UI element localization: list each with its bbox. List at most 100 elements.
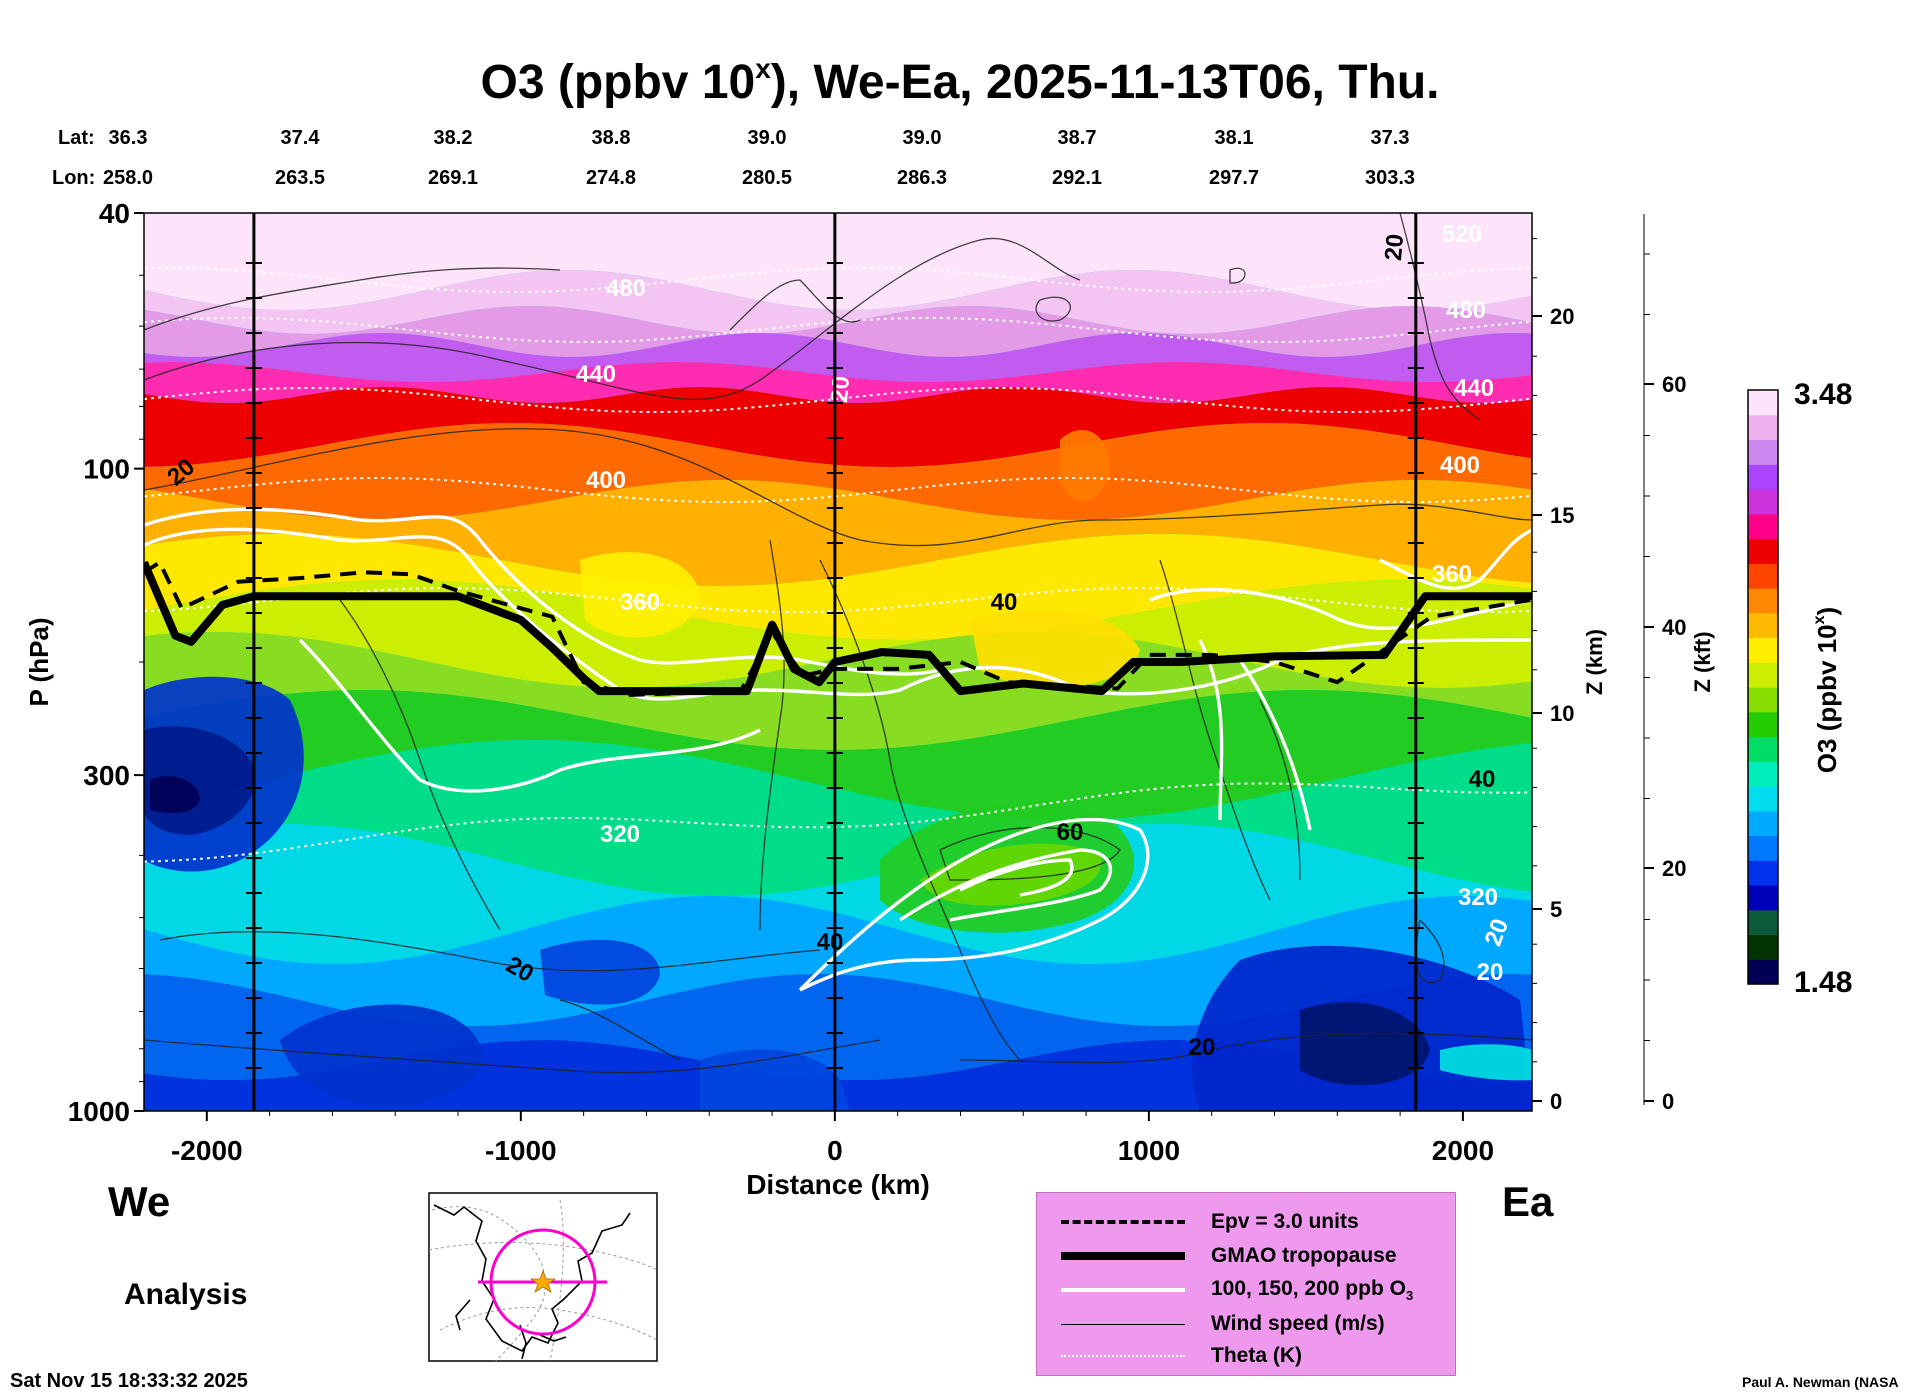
ozone-ppb-contours <box>144 507 1532 992</box>
colorbar-frame <box>1747 389 1779 985</box>
y-tick-label: 1000 <box>68 1096 130 1127</box>
ozone-band <box>144 534 1532 640</box>
low-ozone-sw <box>280 1004 482 1106</box>
colorbar-swatch <box>1748 414 1778 441</box>
y-tick-label: 100 <box>83 454 130 485</box>
x-tick-label: 2000 <box>1432 1135 1494 1166</box>
cyan-patch-east <box>1440 1044 1532 1081</box>
legend-item-ozone-ppb: 100, 150, 200 ppb O3 <box>1061 1275 1413 1305</box>
wind-label: 40 <box>1469 766 1496 793</box>
low-ozone-bottom <box>700 1049 850 1111</box>
lat-value: 38.7 <box>1058 127 1097 149</box>
z-km-tick-label: 20 <box>1550 304 1574 329</box>
ozone-band <box>144 1040 1532 1111</box>
wind-label: 20 <box>1380 233 1409 262</box>
theta-label: 480 <box>606 275 646 302</box>
ozone-band <box>144 423 1532 520</box>
wind-contour <box>559 999 681 1061</box>
x-axis-label: Distance (km) <box>746 1169 930 1200</box>
ozone-ppb-contour <box>144 507 941 676</box>
theta-label: 400 <box>586 467 626 494</box>
wind-contour <box>144 267 561 331</box>
y-axis: 40 100 300 1000 <box>68 198 144 1127</box>
tropopause-line <box>144 560 1532 696</box>
legend-item-theta: Theta (K) <box>1061 1341 1302 1371</box>
lon-value: 297.7 <box>1209 167 1259 189</box>
credit: Paul A. Newman (NASA <box>1742 1374 1899 1390</box>
lon-value: 258.0 <box>103 167 153 189</box>
theta-contour-440 <box>144 386 1531 414</box>
lon-value: 263.5 <box>275 167 325 189</box>
thin-line-icon <box>1061 1323 1185 1325</box>
legend-label: 100, 150, 200 ppb O3 <box>1211 1276 1414 1304</box>
colorbar-swatch <box>1748 588 1778 614</box>
wind-contour <box>144 237 1081 400</box>
theta-contour-320 <box>144 782 1531 863</box>
chart-title: O3 (ppbv 10x), We-Ea, 2025-11-13T06, Thu… <box>480 53 1439 109</box>
z-kft-tick-label: 60 <box>1662 372 1686 397</box>
z-km-tick-label: 10 <box>1550 701 1574 726</box>
wind-label: 20 <box>1477 959 1504 986</box>
z-kft-tick-label: 0 <box>1662 1089 1674 1114</box>
colorbar <box>1747 389 1779 985</box>
x-tick-label: -2000 <box>171 1135 243 1166</box>
colorbar-swatch <box>1748 513 1778 540</box>
colorbar-swatch <box>1748 637 1778 663</box>
ozone-ppb-contour <box>298 638 761 793</box>
colorbar-swatch <box>1748 959 1778 985</box>
wind-contour <box>144 1039 881 1074</box>
colorbar-swatch <box>1748 934 1778 960</box>
theta-contour-400 <box>144 476 1531 504</box>
z-km-axis-label: Z (km) <box>1582 629 1607 695</box>
legend-label: Epv = 3.0 units <box>1211 1210 1359 1233</box>
y-tick-label: 300 <box>83 760 130 791</box>
lon-value: 269.1 <box>428 167 478 189</box>
theta-label: 440 <box>1454 375 1494 402</box>
wind-label: 40 <box>817 929 844 956</box>
lon-row-label: Lon: <box>52 167 95 189</box>
y-axis-label: P (hPa) <box>24 617 54 706</box>
wind-contour <box>1035 296 1072 322</box>
theta-contour-360 <box>144 586 1531 614</box>
x-tick-label: 0 <box>827 1135 843 1166</box>
ozone-band <box>144 896 1532 1026</box>
colorbar-swatch <box>1748 786 1778 812</box>
location-map <box>428 1192 658 1362</box>
legend: Epv = 3.0 units GMAO tropopause 100, 150… <box>1036 1192 1456 1376</box>
wind-contour <box>1229 267 1246 284</box>
wind-contour <box>729 279 861 331</box>
lat-value: 39.0 <box>903 127 942 149</box>
wind-contour <box>939 826 1121 881</box>
ozone-band <box>144 213 1532 310</box>
ozone-band <box>144 387 1532 467</box>
legend-item-tropopause: GMAO tropopause <box>1061 1241 1397 1271</box>
x-axis: -2000 -1000 0 1000 2000 <box>171 1111 1494 1166</box>
colorbar-swatch <box>1748 662 1778 688</box>
ozone-ppb-contour <box>1149 587 1532 630</box>
x-tick-label: -1000 <box>485 1135 557 1166</box>
legend-item-wind: Wind speed (m/s) <box>1061 1309 1385 1339</box>
x-tick-label: 1000 <box>1118 1135 1180 1166</box>
colorbar-swatch <box>1748 885 1778 911</box>
wind-label: 20 <box>826 375 855 404</box>
theta-contour-520 <box>144 266 1531 294</box>
colorbar-swatch <box>1748 736 1778 762</box>
wind-contour <box>759 539 785 931</box>
colorbar-swatch <box>1748 612 1778 639</box>
colorbar-min-label: 1.48 <box>1794 966 1852 999</box>
lat-row-label: Lat: <box>58 127 95 149</box>
wind-contour <box>1259 699 1301 881</box>
wind-contour <box>1159 559 1271 901</box>
ozone-band <box>144 690 1532 820</box>
colorbar-swatch <box>1748 687 1778 713</box>
colorbar-swatch <box>1748 711 1778 738</box>
colorbar-swatch <box>1748 860 1778 886</box>
coastline-outline <box>433 1204 631 1360</box>
theta-label: 480 <box>1446 297 1486 324</box>
wind-contour <box>159 931 821 972</box>
z-km-tick-label: 15 <box>1550 503 1574 528</box>
colorbar-swatch <box>1748 464 1778 490</box>
colorbar-swatch <box>1748 489 1778 515</box>
analysis-label: Analysis <box>124 1278 247 1311</box>
